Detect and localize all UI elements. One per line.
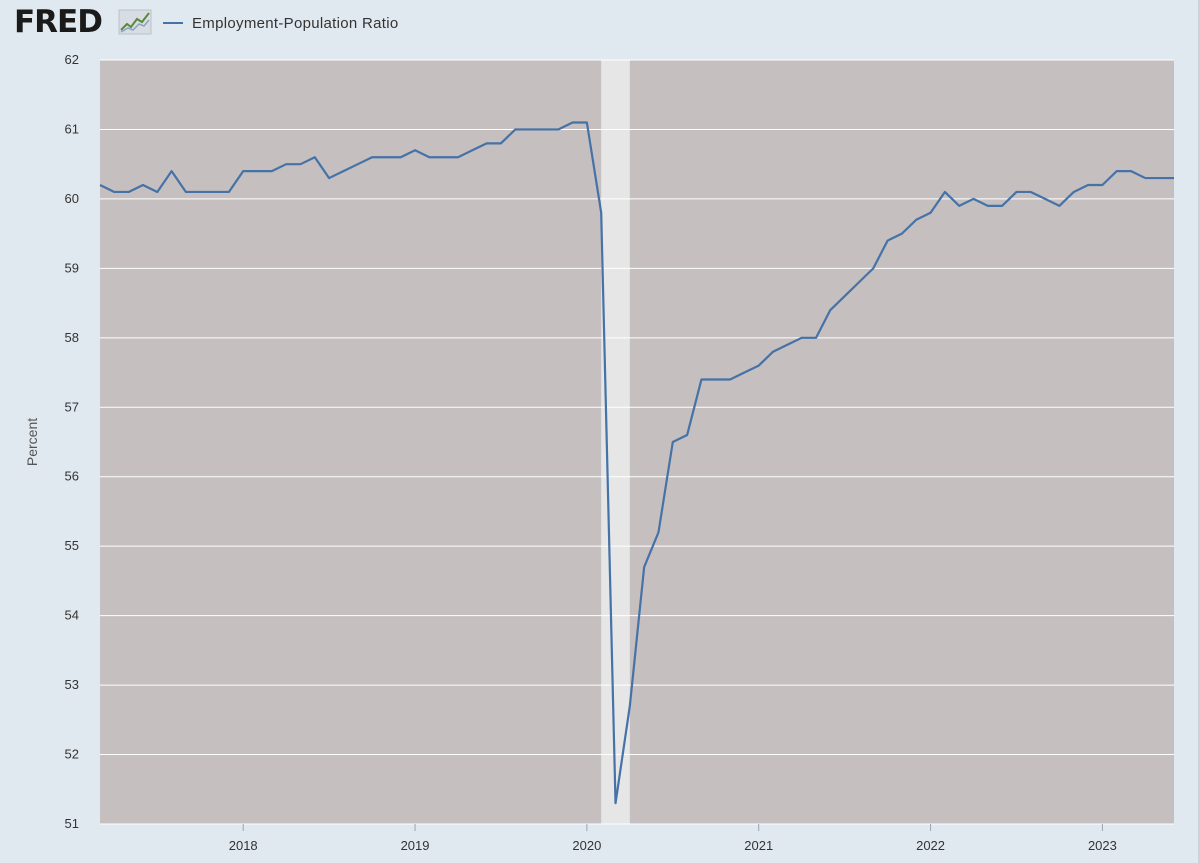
y-tick-label: 52 [65,747,79,762]
x-axis-ticks: 2018 2019 2020 2021 2022 2023 [229,824,1117,853]
y-tick-label: 62 [65,52,79,67]
y-tick-label: 54 [65,608,79,623]
y-tick-label: 60 [65,191,79,206]
y-tick-label: 61 [65,121,79,136]
x-tick-label: 2023 [1088,838,1117,853]
y-tick-label: 55 [65,538,79,553]
y-tick-label: 51 [65,816,79,831]
legend-swatch [163,22,183,24]
x-tick-label: 2020 [572,838,601,853]
y-tick-label: 59 [65,260,79,275]
grid-lines [100,59,1174,825]
x-tick-label: 2022 [916,838,945,853]
y-axis-ticks: 51 52 53 54 55 56 57 58 59 60 61 62 [65,52,79,831]
chart-legend[interactable]: Employment-Population Ratio [163,12,399,34]
y-tick-label: 56 [65,469,79,484]
legend-label: Employment-Population Ratio [192,14,399,32]
x-tick-label: 2019 [401,838,430,853]
y-axis-label: Percent [24,418,40,466]
recession-bands [601,60,630,824]
series-line-employment-population-ratio[interactable] [99,121,1174,805]
frame-border [1198,0,1200,863]
y-tick-label: 57 [65,399,79,414]
recession-band-0 [601,60,630,824]
fred-logo[interactable]: FRED [14,4,103,40]
y-tick-label: 53 [65,677,79,692]
fred-logo-chart-icon [118,9,152,35]
plot-area [100,60,1174,824]
x-tick-label: 2021 [744,838,773,853]
chart-header: FRED Employment-Population Ratio [0,0,1200,46]
x-tick-label: 2018 [229,838,258,853]
y-tick-label: 58 [65,330,79,345]
